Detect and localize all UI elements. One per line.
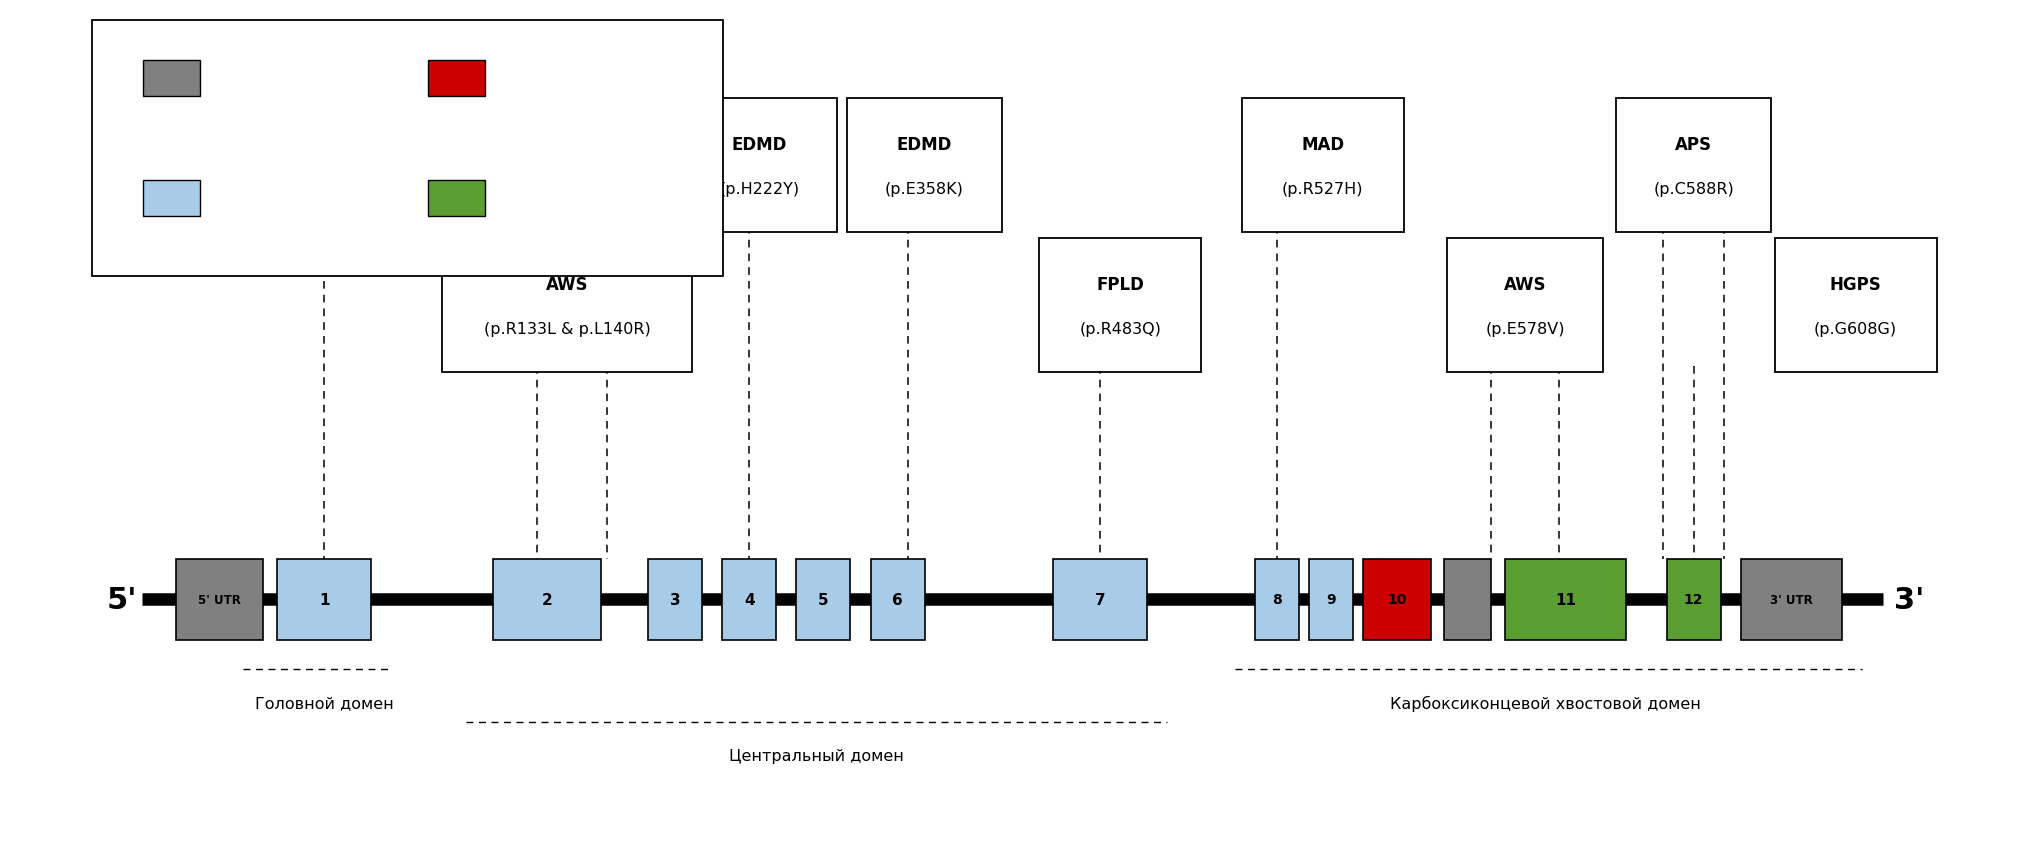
Text: Нетранслируемая
область (UTR): Нетранслируемая область (UTR): [216, 66, 355, 100]
FancyBboxPatch shape: [1447, 239, 1602, 372]
FancyBboxPatch shape: [1504, 559, 1626, 641]
Text: (p.H222Y): (p.H222Y): [719, 181, 799, 197]
Text: 9: 9: [1327, 593, 1335, 607]
Text: 5' UTR: 5' UTR: [198, 593, 240, 606]
FancyBboxPatch shape: [1445, 559, 1492, 641]
FancyBboxPatch shape: [721, 559, 776, 641]
Text: AWS: AWS: [1504, 275, 1547, 293]
Text: (p.R483Q): (p.R483Q): [1080, 321, 1162, 337]
Text: 3: 3: [671, 592, 681, 607]
Text: FPLD: FPLD: [1096, 275, 1143, 293]
Text: 6: 6: [893, 592, 903, 607]
FancyBboxPatch shape: [1667, 559, 1720, 641]
Text: 1: 1: [318, 592, 330, 607]
FancyBboxPatch shape: [1255, 559, 1298, 641]
FancyBboxPatch shape: [442, 239, 691, 372]
Text: APS: APS: [1675, 135, 1712, 153]
Text: 7: 7: [1094, 592, 1105, 607]
Text: Головной домен: Головной домен: [255, 695, 393, 711]
FancyBboxPatch shape: [648, 559, 701, 641]
FancyBboxPatch shape: [493, 559, 601, 641]
Text: HGPS: HGPS: [1830, 275, 1881, 293]
Text: EDMD: EDMD: [897, 135, 952, 153]
FancyBboxPatch shape: [277, 559, 371, 641]
Text: 3': 3': [1895, 585, 1924, 614]
FancyBboxPatch shape: [175, 559, 263, 641]
Text: EDMD: EDMD: [732, 135, 787, 153]
FancyBboxPatch shape: [1241, 99, 1404, 233]
Text: Ламин А: Ламин А: [501, 194, 567, 210]
Text: 11: 11: [1555, 592, 1575, 607]
Text: 12: 12: [1683, 593, 1704, 607]
Text: 8: 8: [1272, 593, 1282, 607]
FancyBboxPatch shape: [1616, 99, 1771, 233]
Text: (p.E358K): (p.E358K): [884, 181, 964, 197]
FancyBboxPatch shape: [1308, 559, 1353, 641]
FancyBboxPatch shape: [681, 99, 838, 233]
Text: 2: 2: [542, 592, 552, 607]
Text: Центральный домен: Центральный домен: [730, 748, 905, 763]
Text: (p.E111K): (p.E111K): [285, 181, 363, 197]
Text: APS: APS: [306, 135, 342, 153]
FancyBboxPatch shape: [247, 99, 401, 233]
Text: Ламин А и С: Ламин А и С: [216, 194, 310, 210]
FancyBboxPatch shape: [1363, 559, 1431, 641]
FancyBboxPatch shape: [848, 99, 1003, 233]
FancyBboxPatch shape: [1740, 559, 1842, 641]
Text: (p.C588R): (p.C588R): [1653, 181, 1734, 197]
FancyBboxPatch shape: [797, 559, 850, 641]
Text: 3' UTR: 3' UTR: [1771, 593, 1814, 606]
Text: (p.R527H): (p.R527H): [1282, 181, 1363, 197]
Text: 4: 4: [744, 592, 754, 607]
FancyBboxPatch shape: [1775, 239, 1936, 372]
FancyBboxPatch shape: [870, 559, 925, 641]
Text: Карбоксиконцевой хвостовой домен: Карбоксиконцевой хвостовой домен: [1390, 695, 1700, 711]
Text: AWS: AWS: [546, 275, 589, 293]
FancyBboxPatch shape: [1039, 239, 1200, 372]
Text: (p.R133L & p.L140R): (p.R133L & p.L140R): [483, 321, 650, 337]
Text: 5': 5': [106, 585, 137, 614]
Text: 5: 5: [817, 592, 829, 607]
Text: (p.G608G): (p.G608G): [1814, 321, 1897, 337]
FancyBboxPatch shape: [1054, 559, 1147, 641]
Text: (p.E578V): (p.E578V): [1486, 321, 1565, 337]
Text: 10: 10: [1388, 593, 1406, 607]
Text: Ламин С: Ламин С: [501, 75, 567, 90]
Text: MAD: MAD: [1300, 135, 1345, 153]
